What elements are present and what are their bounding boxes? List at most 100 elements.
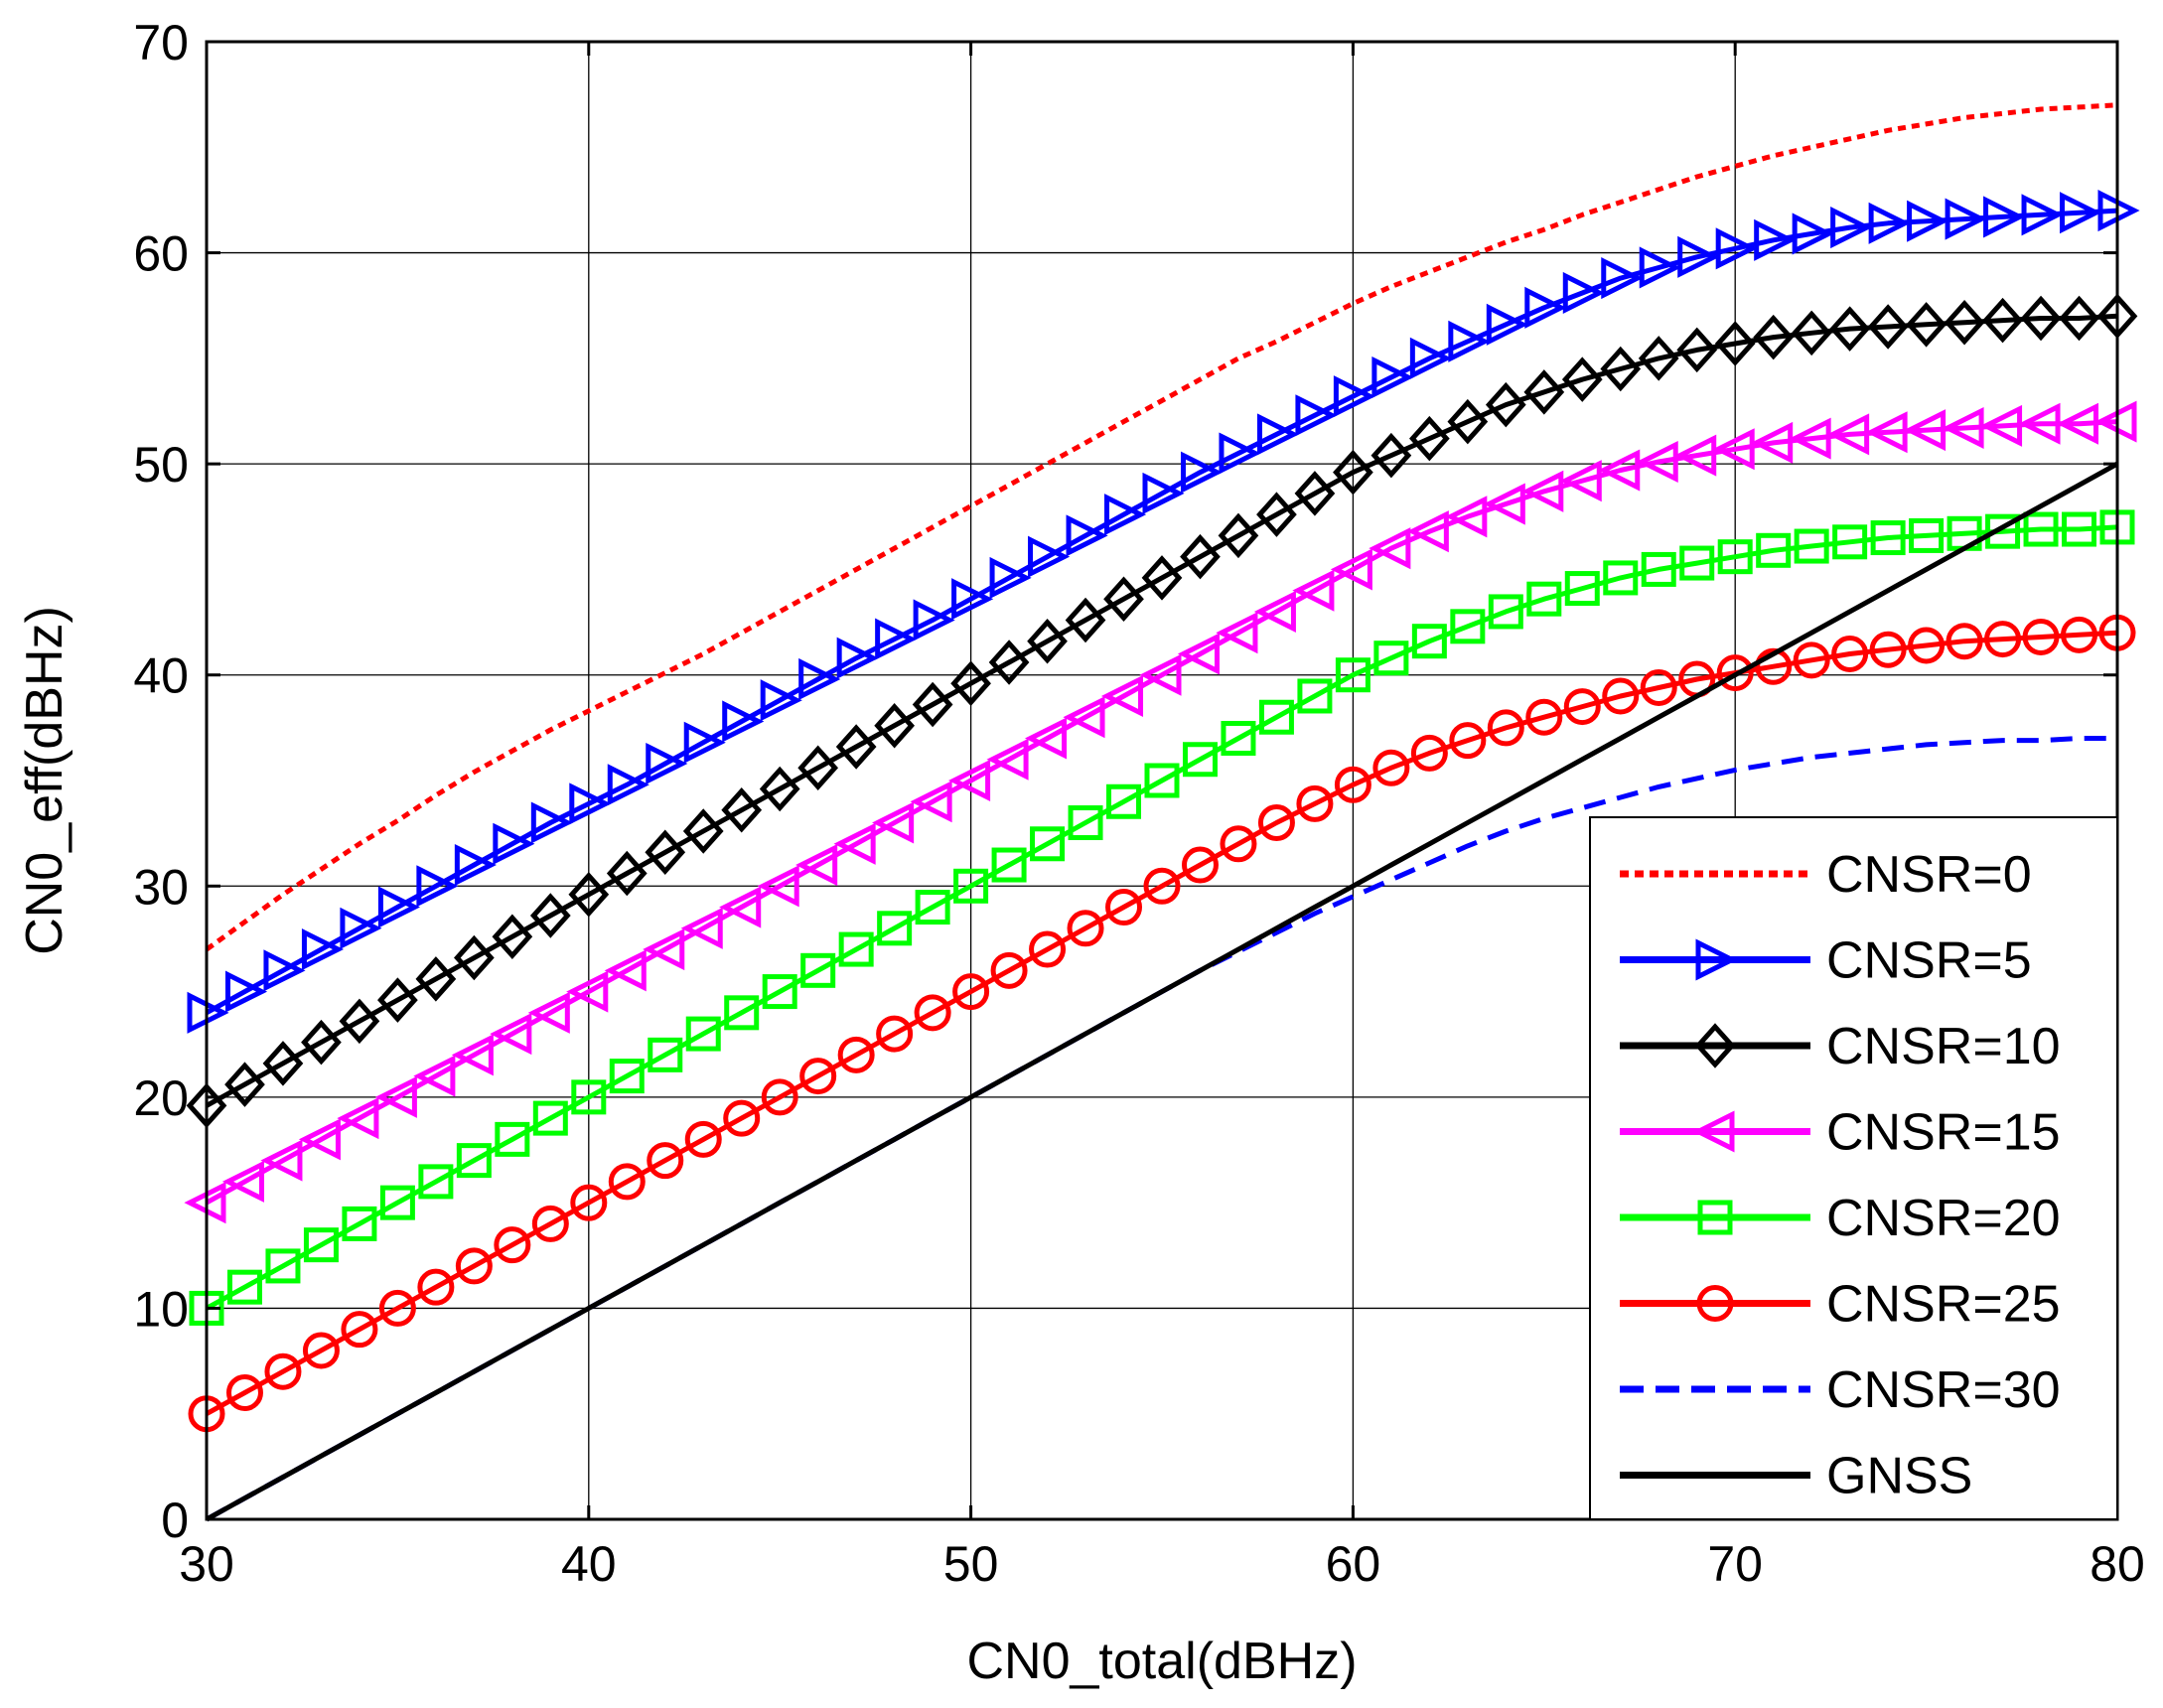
data-point xyxy=(1715,227,1758,270)
data-point xyxy=(378,1289,416,1327)
data-point xyxy=(1333,449,1373,496)
data-point xyxy=(531,1205,569,1242)
data-point xyxy=(2060,192,2102,234)
legend-box xyxy=(1589,816,2118,1520)
data-point xyxy=(2062,511,2097,547)
data-point xyxy=(1104,494,1147,536)
data-point xyxy=(1907,200,1949,242)
data-point xyxy=(1258,699,1294,735)
data-point xyxy=(1218,512,1259,559)
data-point xyxy=(1679,545,1715,581)
data-point xyxy=(1030,826,1066,862)
data-point xyxy=(948,759,991,802)
x-tick-label: 50 xyxy=(943,1536,999,1592)
data-point xyxy=(912,681,953,728)
data-point xyxy=(682,808,724,854)
data-point xyxy=(302,1332,340,1369)
legend-label: CNSR=0 xyxy=(1826,846,2032,904)
legend-label: GNSS xyxy=(1826,1448,1972,1505)
data-point xyxy=(263,949,306,992)
data-point xyxy=(1448,320,1491,362)
data-point xyxy=(1562,271,1605,315)
data-point xyxy=(950,660,991,706)
data-point xyxy=(1067,910,1104,947)
data-point xyxy=(684,1120,722,1158)
data-point xyxy=(494,1226,531,1264)
data-point xyxy=(454,934,495,981)
data-point xyxy=(451,1034,494,1076)
data-point xyxy=(377,977,418,1023)
data-point xyxy=(608,1163,646,1201)
data-point xyxy=(1141,555,1183,601)
data-point xyxy=(377,886,420,928)
data-point xyxy=(874,702,915,749)
legend-item: CNSR=15 xyxy=(1620,1104,2061,1162)
data-point xyxy=(1100,674,1144,718)
data-point xyxy=(298,1118,341,1161)
data-point xyxy=(1602,677,1640,715)
data-point xyxy=(374,1075,417,1118)
data-point xyxy=(1983,196,2026,238)
data-point xyxy=(1714,321,1756,366)
data-point xyxy=(1103,576,1144,622)
legend-marker xyxy=(1695,938,1738,981)
data-point xyxy=(762,974,797,1010)
data-point xyxy=(914,994,951,1032)
data-point xyxy=(986,738,1029,781)
legend-label: CNSR=20 xyxy=(1826,1190,2061,1247)
data-point xyxy=(989,556,1032,599)
legend-item: CNSR=25 xyxy=(1620,1276,2061,1334)
data-point xyxy=(952,973,990,1011)
data-point xyxy=(226,1269,262,1305)
data-point xyxy=(1220,825,1257,863)
data-point xyxy=(646,742,688,785)
data-point xyxy=(759,766,800,812)
axis-ticks: 30 40 50 60 70 80 0 10 20 30 40 50 60 70 xyxy=(133,15,2144,1592)
data-point xyxy=(1564,571,1600,607)
data-point xyxy=(1945,198,1987,240)
data-point xyxy=(1982,297,2023,344)
data-point xyxy=(1979,404,2023,447)
data-point xyxy=(1372,749,1410,786)
data-point xyxy=(1716,654,1754,692)
legend-marker xyxy=(1692,1110,1735,1153)
legend-marker xyxy=(1694,1023,1736,1068)
legend-item: CNSR=20 xyxy=(1620,1190,2061,1247)
data-point xyxy=(569,783,612,825)
data-point xyxy=(872,801,915,844)
legend-label: CNSR=30 xyxy=(1826,1361,2061,1419)
data-point xyxy=(301,1019,342,1066)
data-point xyxy=(1908,627,1946,664)
legend-label: CNSR=25 xyxy=(1826,1276,2061,1334)
series-cnsr-25 xyxy=(188,614,2136,1433)
data-point xyxy=(1870,520,1906,556)
data-point xyxy=(1410,734,1448,772)
data-point xyxy=(1868,202,1911,244)
data-point xyxy=(571,1079,607,1115)
data-point xyxy=(1027,618,1068,664)
data-point xyxy=(1792,213,1834,255)
data-point xyxy=(1177,633,1220,675)
data-point xyxy=(1029,930,1067,968)
data-point xyxy=(413,1055,456,1097)
data-point xyxy=(1370,432,1412,479)
data-point xyxy=(1105,889,1143,926)
data-point xyxy=(1256,413,1300,456)
data-point xyxy=(1406,510,1449,553)
data-point xyxy=(2023,511,2059,547)
data-point xyxy=(225,1373,263,1411)
data-point xyxy=(680,907,723,949)
data-point xyxy=(1330,548,1372,591)
data-point xyxy=(1827,413,1870,456)
data-point xyxy=(1717,539,1753,575)
data-point xyxy=(683,721,726,764)
y-tick-label: 60 xyxy=(133,226,189,282)
legend-item: CNSR=10 xyxy=(1620,1018,2061,1075)
data-point xyxy=(1411,624,1447,659)
legend-label: CNSR=10 xyxy=(1826,1018,2061,1075)
series-cnsr-10 xyxy=(186,293,2138,1129)
data-point xyxy=(719,886,762,928)
data-point xyxy=(2059,295,2099,342)
data-point xyxy=(2021,194,2064,236)
